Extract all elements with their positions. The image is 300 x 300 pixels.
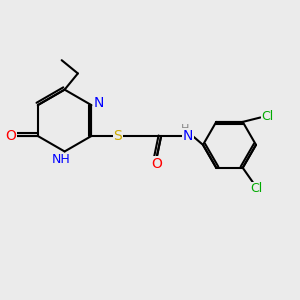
Text: O: O — [151, 157, 162, 171]
Text: S: S — [113, 129, 122, 143]
Text: O: O — [5, 129, 16, 143]
Text: NH: NH — [52, 153, 70, 166]
Text: N: N — [94, 96, 104, 110]
Text: Cl: Cl — [262, 110, 274, 122]
Text: Cl: Cl — [250, 182, 263, 196]
Text: N: N — [182, 129, 193, 143]
Text: H: H — [181, 124, 189, 134]
